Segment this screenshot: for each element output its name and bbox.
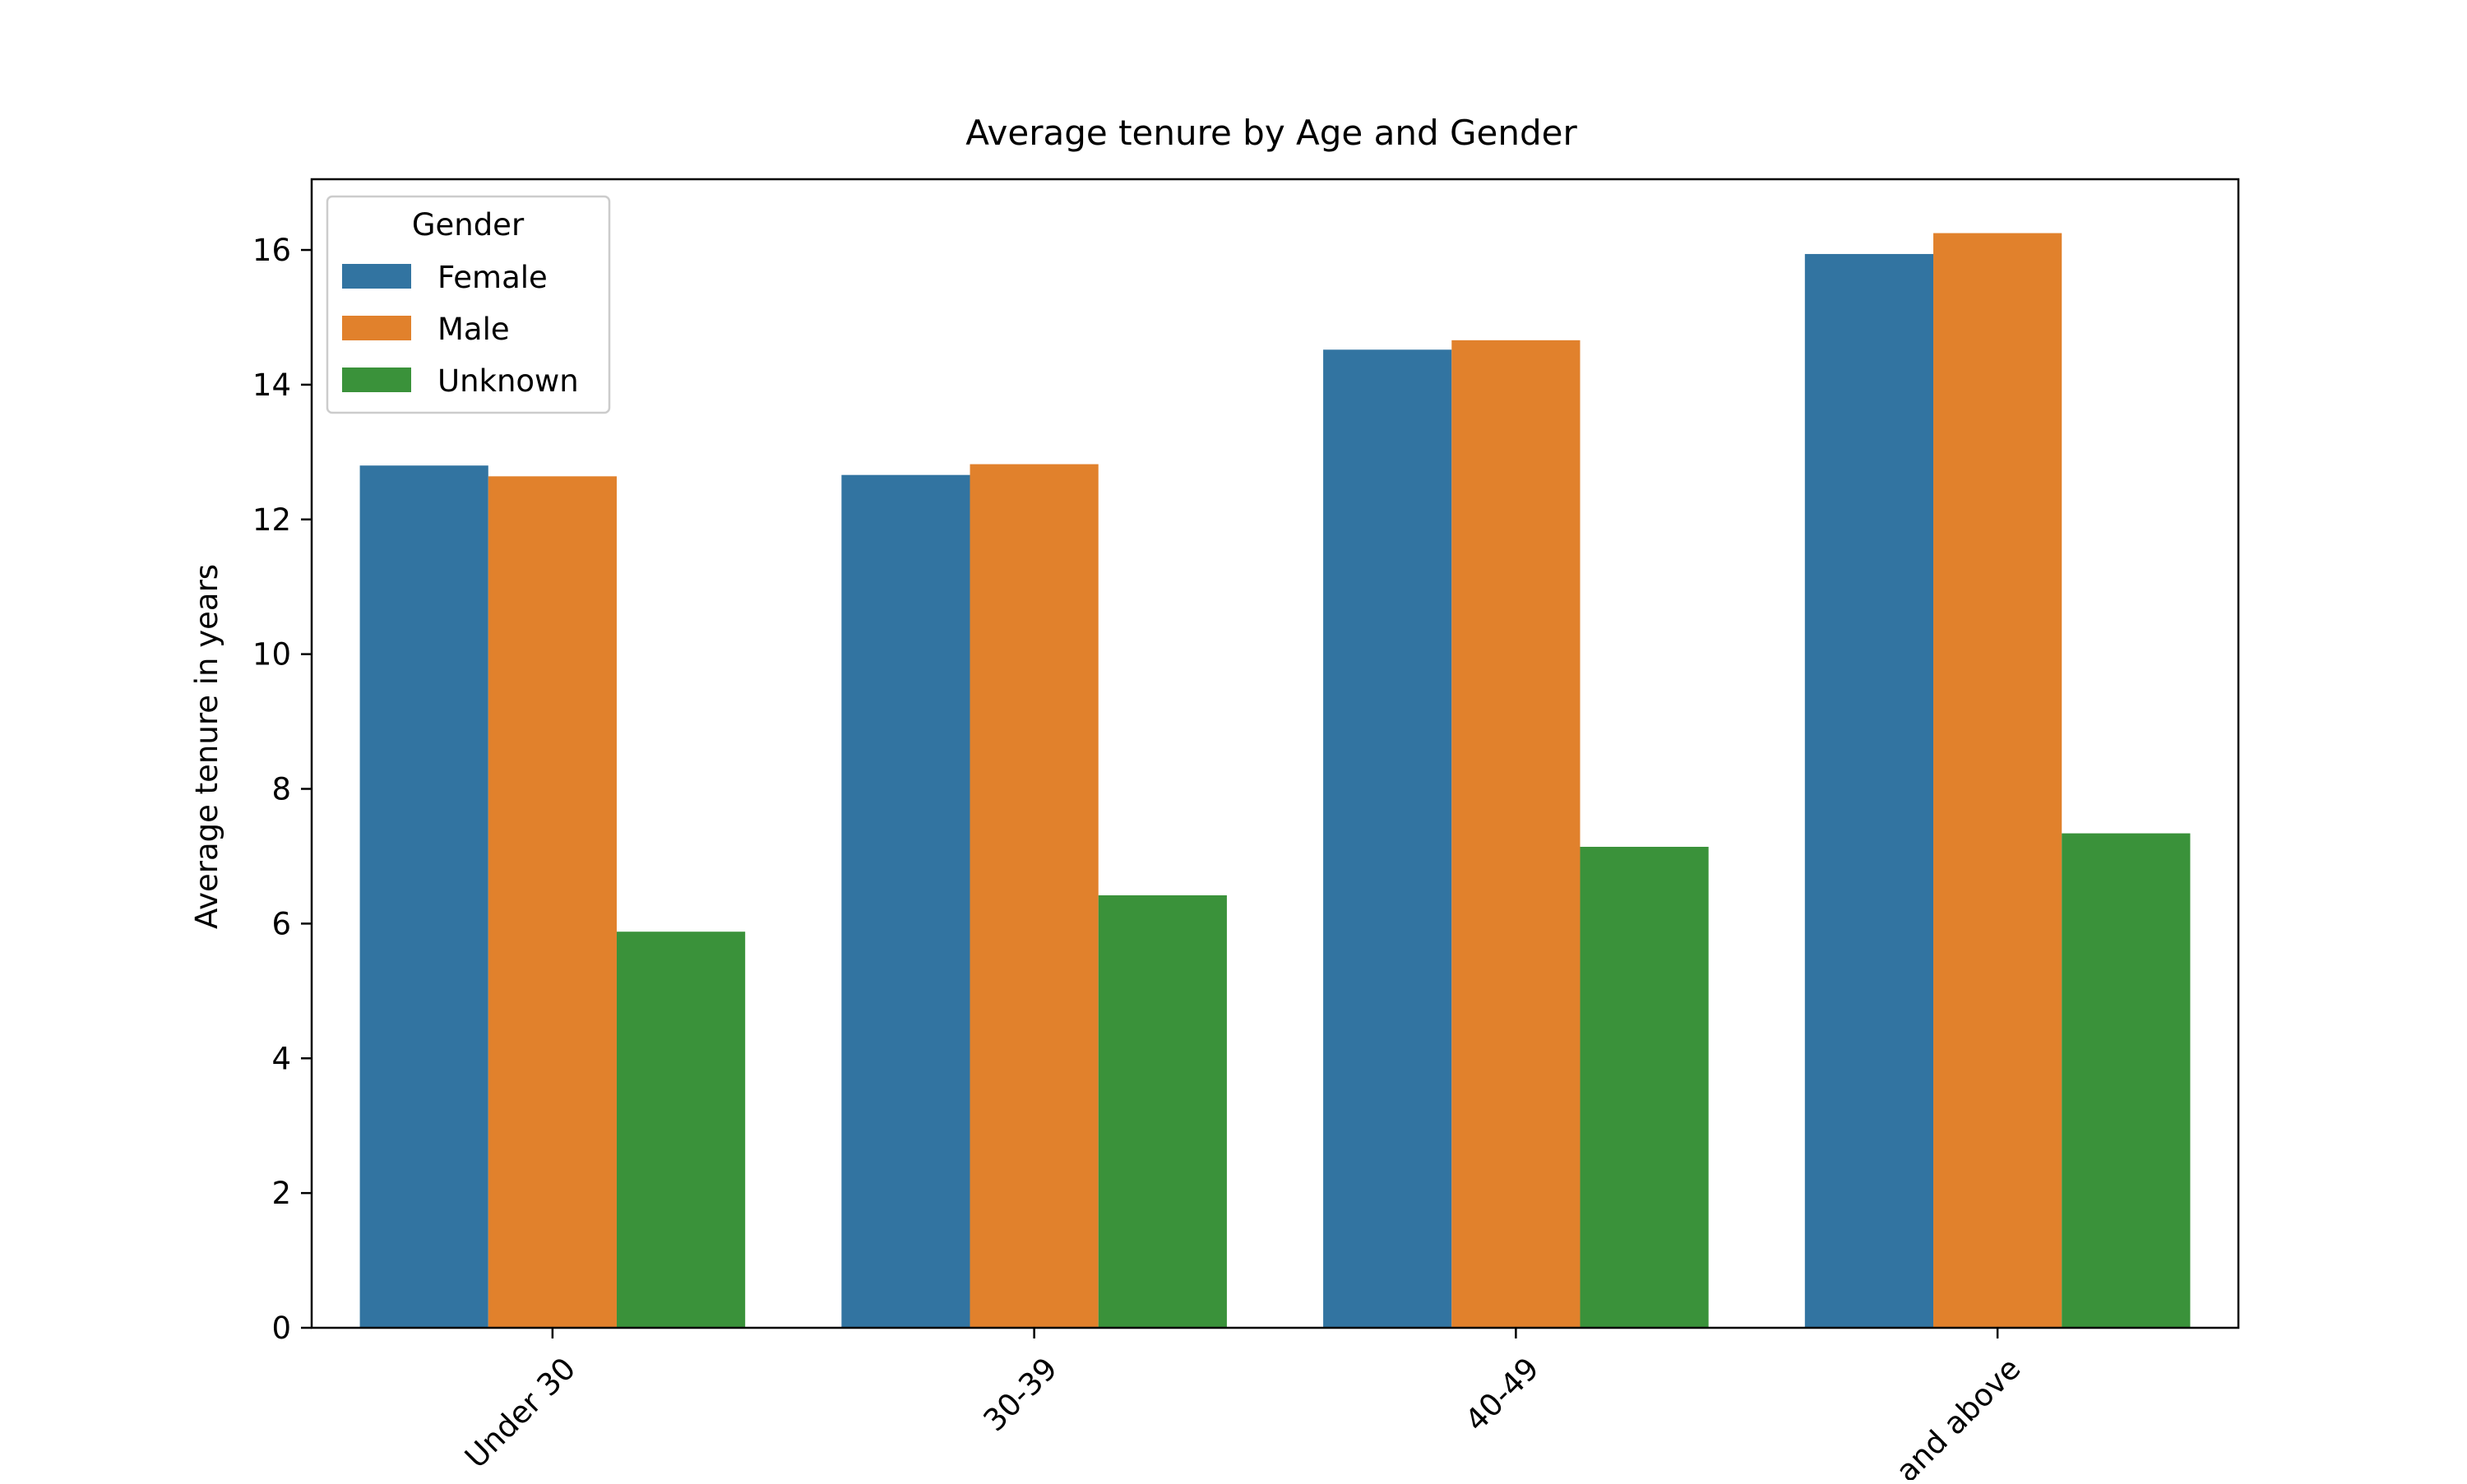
y-tick-label: 16 [252, 233, 291, 268]
legend-label: Unknown [437, 363, 579, 399]
bar-male-3 [1933, 233, 2062, 1329]
legend-items: Female Male Unknown [342, 260, 579, 399]
bar-female-1 [841, 474, 970, 1328]
y-tick-label: 6 [271, 906, 291, 941]
legend-item-male: Male [342, 312, 510, 347]
bar-unknown-2 [1580, 846, 1709, 1328]
legend-swatch [342, 368, 411, 392]
y-tick-label: 10 [252, 637, 291, 673]
legend: Gender Female Male Unknown [326, 195, 611, 414]
legend-item-female: Female [342, 260, 548, 295]
legend-swatch [342, 316, 411, 340]
y-axis-label: Average tenure in years [189, 564, 224, 929]
legend-swatch [342, 264, 411, 289]
bar-female-0 [359, 465, 488, 1328]
y-tick-label: 0 [271, 1311, 291, 1346]
series-female [359, 253, 1934, 1329]
bar-female-2 [1323, 349, 1452, 1329]
series-male [488, 233, 2062, 1329]
bar-male-1 [970, 464, 1099, 1328]
bars-layer [359, 233, 2191, 1329]
y-tick-label: 4 [271, 1041, 291, 1076]
legend-item-unknown: Unknown [342, 363, 579, 399]
bar-female-3 [1804, 253, 1934, 1329]
bar-male-2 [1451, 340, 1581, 1328]
y-tick-label: 8 [271, 772, 291, 807]
legend-title: Gender [412, 207, 525, 243]
y-tick-label: 12 [252, 502, 291, 538]
chart-title: Average tenure by Age and Gender [965, 113, 1577, 153]
bar-male-0 [488, 476, 617, 1329]
bar-unknown-1 [1098, 895, 1227, 1328]
legend-label: Female [437, 260, 548, 295]
y-tick-label: 14 [252, 368, 291, 403]
bar-unknown-3 [2062, 833, 2191, 1328]
series-unknown [616, 833, 2191, 1328]
plot-frame [310, 178, 2240, 1329]
legend-frame [326, 195, 611, 414]
bar-unknown-0 [616, 932, 746, 1328]
y-tick-label: 2 [271, 1176, 291, 1211]
legend-label: Male [437, 312, 510, 347]
